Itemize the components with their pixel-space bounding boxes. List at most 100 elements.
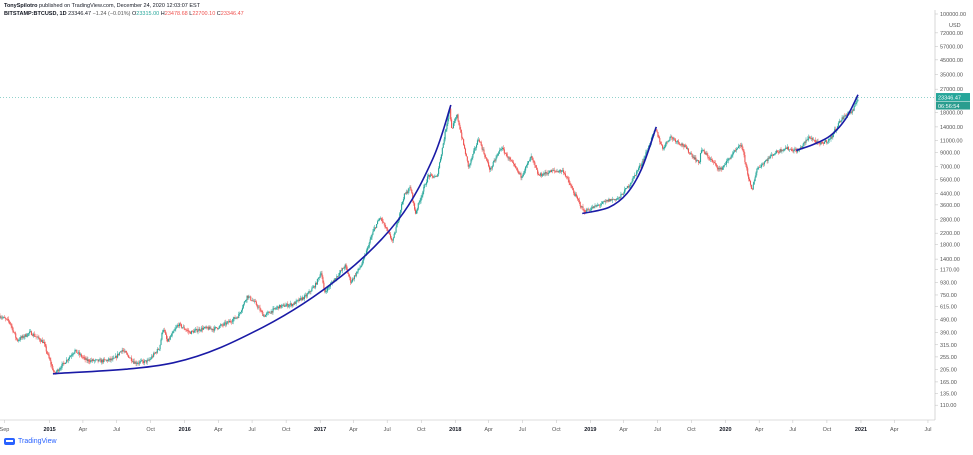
candle-body-83: [76, 349, 78, 353]
candle-body-51: [46, 351, 48, 354]
candle-body-468: [432, 175, 434, 178]
y-tick-label-0: 100000.00: [940, 12, 966, 18]
candle-body-689: [637, 170, 639, 172]
candle-body-732: [676, 140, 678, 142]
x-tick-label-6: Apr: [214, 427, 223, 433]
candle-body-148: [136, 363, 138, 365]
candle-body-908: [839, 120, 841, 123]
candle-body-250: [230, 321, 232, 323]
candle-body-405: [374, 227, 376, 229]
candle-body-618: [571, 186, 573, 188]
candle-body-802: [741, 145, 743, 150]
candle-body-136: [125, 351, 127, 353]
candle-body-571: [527, 161, 529, 164]
x-tick-label-0: Sep: [0, 427, 9, 433]
candle-body-399: [368, 242, 370, 248]
candle-body-542: [501, 149, 503, 150]
candle-body-451: [416, 208, 418, 211]
candle-body-896: [828, 139, 830, 141]
candle-body-639: [590, 208, 592, 211]
candle-body-419: [387, 228, 389, 231]
candle-body-383: [353, 275, 355, 280]
candle-body-597: [551, 170, 553, 171]
candle-body-272: [251, 300, 253, 301]
candle-body-682: [630, 182, 632, 185]
candle-body-609: [563, 170, 565, 173]
candle-body-617: [570, 184, 572, 187]
candle-body-288: [265, 313, 268, 315]
candle-body-182: [167, 338, 169, 342]
candle-body-658: [608, 199, 610, 202]
candle-body-882: [815, 141, 817, 144]
candle-body-753: [696, 160, 698, 162]
candle-body-856: [791, 149, 793, 151]
candle-body-741: [685, 145, 687, 147]
candle-body-806: [745, 162, 747, 165]
candle-body-596: [550, 170, 553, 173]
symbol-name[interactable]: BITSTAMP:BTCUSD, 1D: [4, 11, 67, 17]
candle-body-800: [739, 145, 741, 147]
candle-body-559: [516, 168, 518, 171]
candle-body-257: [237, 317, 239, 319]
candle-body-565: [522, 174, 524, 177]
candle-body-744: [687, 148, 690, 153]
candle-body-172: [158, 349, 160, 350]
candle-body-311: [287, 303, 289, 307]
candle-body-507: [468, 165, 470, 167]
candle-body-582: [538, 173, 540, 176]
candle-body-212: [195, 328, 197, 330]
candle-body-198: [182, 326, 184, 328]
candle-body-637: [588, 209, 591, 211]
candle-body-179: [165, 331, 167, 335]
candle-body-299: [276, 307, 278, 309]
candle-body-273: [252, 300, 254, 302]
candle-body-759: [701, 150, 703, 151]
candle-body-549: [507, 157, 509, 159]
candle-body-876: [810, 137, 812, 139]
candle-body-352: [325, 291, 327, 292]
candle-body-852: [787, 147, 789, 150]
candle-body-764: [706, 153, 708, 155]
candle-body-331: [305, 295, 307, 297]
candle-body-0: [0, 315, 1, 318]
y-tick-label-15: 2200.00: [940, 231, 960, 237]
author-name[interactable]: TonySpilotro: [4, 3, 38, 9]
candle-body-924: [854, 103, 856, 107]
candle-body-189: [174, 329, 176, 331]
candle-body-195: [179, 323, 181, 325]
candle-body-783: [724, 164, 726, 166]
candle-body-336: [310, 291, 312, 292]
candle-body-788: [728, 158, 730, 160]
candle-body-739: [683, 145, 685, 147]
candle-body-562: [519, 173, 521, 174]
candle-body-541: [500, 149, 502, 151]
candle-body-823: [761, 164, 763, 168]
candle-body-168: [154, 352, 157, 354]
tradingview-footer[interactable]: TradingView: [4, 438, 57, 445]
candle-body-454: [419, 200, 421, 202]
candle-body-152: [140, 361, 142, 362]
last-price: 23346.47: [68, 11, 92, 17]
candle-body-103: [94, 359, 96, 361]
candle-body-818: [756, 168, 758, 173]
candle-body-350: [323, 282, 325, 289]
candle-body-730: [674, 139, 677, 142]
candle-body-226: [208, 326, 210, 330]
candle-body-127: [116, 353, 119, 358]
candle-body-871: [805, 139, 807, 143]
candle-body-180: [166, 334, 168, 339]
candle-body-718: [663, 146, 665, 149]
candle-body-525: [485, 157, 487, 158]
candle-body-485: [448, 112, 450, 119]
candle-body-159: [146, 360, 148, 363]
candle-body-294: [271, 311, 273, 313]
candle-body-205: [189, 331, 191, 333]
candle-body-261: [240, 310, 243, 313]
candle-body-428: [395, 227, 397, 233]
candle-body-151: [139, 361, 141, 364]
candle-body-17: [15, 333, 17, 338]
y-tick-label-29: 110.00: [940, 403, 956, 409]
candle-body-9: [7, 319, 9, 321]
candle-body-729: [674, 138, 676, 140]
